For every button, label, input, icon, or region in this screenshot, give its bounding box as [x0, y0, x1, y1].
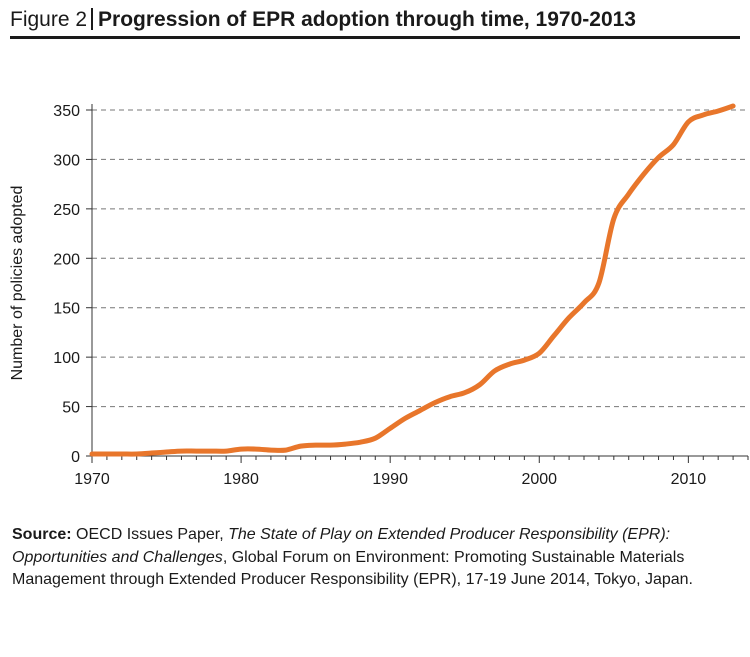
title-separator: [91, 8, 94, 30]
y-tick-label: 350: [53, 103, 80, 120]
figure-header: Figure 2 Progression of EPR adoption thro…: [10, 6, 740, 34]
grid-lines: [92, 109, 748, 408]
source-text-1: OECD Issues Paper,: [71, 526, 229, 543]
y-tick-label: 150: [53, 301, 80, 318]
y-tick-label: 200: [53, 251, 80, 268]
source-report-title: The State of Play on Extended Producer R…: [12, 526, 671, 566]
y-axis-label: Number of policies adopted: [9, 186, 26, 381]
figure-label: Figure 2: [10, 8, 88, 31]
x-tick-label: 1990: [372, 471, 408, 488]
y-tick-label: 100: [53, 350, 80, 367]
header-rule: [10, 36, 740, 39]
x-tick-label: 1980: [223, 471, 259, 488]
y-axis: 0 50 100 150 200 250 300 350: [53, 103, 93, 466]
x-tick-label: 2010: [671, 471, 707, 488]
series-line: [89, 103, 736, 457]
source-label: Source:: [12, 526, 72, 543]
source-note: Source: OECD Issues Paper, The State of …: [12, 524, 732, 592]
y-tick-label: 50: [62, 400, 80, 417]
y-tick-label: 300: [53, 152, 80, 169]
figure-title: Progression of EPR adoption through time…: [98, 8, 636, 31]
x-axis: 1970 1980 1990 2000 2010: [74, 455, 749, 488]
y-tick-label: 250: [53, 202, 80, 219]
source-text-2: , Global Forum on Environment: Promoting…: [12, 548, 693, 589]
line-chart: 0 50 100 150 200 250 300 350 1970 1980 1990 2000 20…: [9, 103, 749, 488]
x-tick-label: 2000: [521, 471, 557, 488]
y-tick-label: 0: [71, 449, 80, 466]
x-tick-label: 1970: [74, 471, 110, 488]
